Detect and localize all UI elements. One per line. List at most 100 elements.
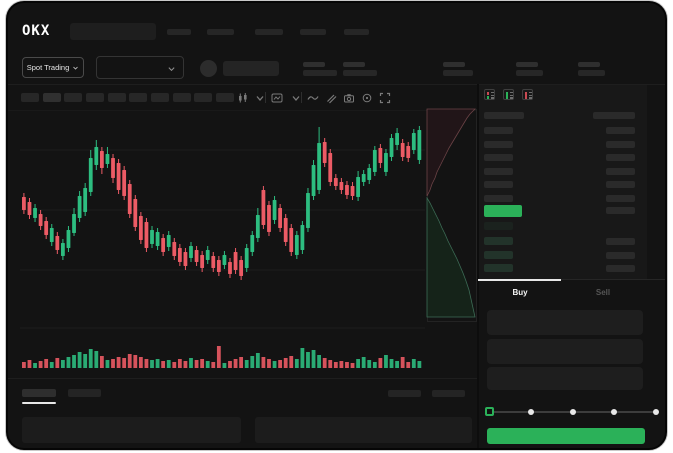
bottom-panel-box[interactable] bbox=[22, 417, 241, 443]
volume-bar bbox=[49, 362, 54, 368]
camera-icon[interactable] bbox=[343, 91, 355, 103]
chevron-down-icon bbox=[73, 66, 79, 70]
ask-size-bar[interactable] bbox=[606, 206, 635, 214]
candlestick-type-icon[interactable] bbox=[237, 91, 249, 103]
asks-book-icon[interactable] bbox=[522, 89, 533, 100]
candle-body bbox=[55, 236, 60, 250]
ask-size-bar[interactable] bbox=[606, 154, 635, 161]
candle-body bbox=[378, 148, 383, 163]
timeframe-button[interactable] bbox=[108, 93, 126, 102]
timeframe-button[interactable] bbox=[151, 93, 169, 102]
draw-tool-icon[interactable] bbox=[325, 91, 337, 104]
ask-size-bar[interactable] bbox=[606, 194, 635, 202]
bid-size-bar[interactable] bbox=[606, 251, 635, 259]
search-box[interactable] bbox=[70, 23, 156, 40]
chevron-down-icon[interactable] bbox=[290, 91, 302, 103]
nav-item[interactable] bbox=[344, 29, 369, 35]
ask-price-bar[interactable] bbox=[484, 167, 513, 175]
bottom-tab[interactable] bbox=[68, 389, 101, 397]
orderbook-column-header bbox=[593, 112, 635, 119]
order-form-field[interactable] bbox=[487, 339, 643, 364]
settings-icon[interactable] bbox=[361, 91, 373, 103]
pair-selector-dropdown[interactable] bbox=[96, 56, 184, 79]
timeframe-button[interactable] bbox=[21, 93, 39, 102]
timeframe-button[interactable] bbox=[43, 93, 61, 102]
slider-stop[interactable] bbox=[527, 408, 534, 415]
market-type-selector[interactable]: Spot Trading bbox=[22, 57, 84, 78]
stat-label bbox=[343, 62, 365, 67]
candle-body bbox=[239, 260, 244, 276]
candle-body bbox=[211, 256, 216, 268]
market-type-label: Spot Trading bbox=[26, 63, 70, 72]
tab-sell[interactable]: Sell bbox=[595, 288, 611, 297]
timeframe-button[interactable] bbox=[86, 93, 104, 102]
bid-price-bar[interactable] bbox=[484, 264, 513, 272]
candle-body bbox=[406, 146, 411, 158]
volume-bar bbox=[417, 361, 422, 368]
bottom-panel-box[interactable] bbox=[255, 417, 472, 443]
orderbook-scroll-gutter[interactable] bbox=[647, 85, 665, 279]
ask-price-bar[interactable] bbox=[484, 127, 513, 134]
candle-body bbox=[400, 143, 405, 157]
timeframe-button[interactable] bbox=[194, 93, 212, 102]
candle-body bbox=[328, 153, 333, 182]
ask-price-bar[interactable] bbox=[484, 194, 513, 202]
ask-size-bar[interactable] bbox=[606, 181, 635, 188]
ask-price-bar[interactable] bbox=[484, 140, 513, 148]
candle-body bbox=[88, 158, 93, 192]
order-form-field[interactable] bbox=[487, 310, 643, 335]
active-tab-underline bbox=[22, 402, 56, 404]
bid-price-bar[interactable] bbox=[484, 237, 513, 245]
candle-body bbox=[250, 235, 255, 252]
ask-size-bar[interactable] bbox=[606, 140, 635, 148]
bottom-panel-control[interactable] bbox=[388, 390, 421, 397]
volume-bar bbox=[350, 363, 355, 368]
price-chart[interactable] bbox=[6, 1, 667, 450]
bid-price-bar[interactable] bbox=[484, 222, 513, 230]
bottom-panel-control[interactable] bbox=[432, 390, 465, 397]
fullscreen-icon[interactable] bbox=[379, 91, 391, 104]
timeframe-button[interactable] bbox=[216, 93, 234, 102]
timeframe-button[interactable] bbox=[173, 93, 191, 102]
bottom-tab[interactable] bbox=[22, 389, 56, 397]
bid-price-bar[interactable] bbox=[484, 250, 513, 259]
volume-bar bbox=[400, 357, 405, 368]
stat-label bbox=[303, 62, 325, 67]
okx-logo[interactable]: OKX bbox=[22, 23, 51, 39]
bids-book-icon[interactable] bbox=[503, 89, 514, 100]
timeframe-button[interactable] bbox=[64, 93, 82, 102]
ask-size-bar[interactable] bbox=[606, 167, 635, 175]
combined-book-icon[interactable] bbox=[484, 89, 495, 100]
submit-order-button[interactable] bbox=[487, 428, 645, 444]
nav-item[interactable] bbox=[300, 29, 326, 35]
coin-icon bbox=[200, 60, 217, 77]
timeframe-button[interactable] bbox=[129, 93, 147, 102]
volume-bar bbox=[194, 360, 199, 368]
nav-item[interactable] bbox=[207, 29, 234, 35]
ask-price-bar[interactable] bbox=[484, 181, 513, 188]
candle-body bbox=[289, 228, 294, 252]
indicators-icon[interactable] bbox=[271, 91, 283, 103]
bid-size-bar[interactable] bbox=[606, 238, 635, 245]
slider-stop[interactable] bbox=[611, 408, 618, 415]
chevron-down-icon[interactable] bbox=[254, 91, 266, 103]
slider-stop[interactable] bbox=[569, 408, 576, 415]
ask-size-bar[interactable] bbox=[606, 127, 635, 134]
slider-stop[interactable] bbox=[653, 408, 659, 415]
candle-body bbox=[361, 174, 366, 182]
tab-buy[interactable]: Buy bbox=[512, 288, 528, 297]
nav-item[interactable] bbox=[167, 29, 191, 35]
candle-body bbox=[306, 193, 310, 228]
ask-price-bar[interactable] bbox=[484, 154, 513, 161]
candle-body bbox=[205, 250, 210, 260]
toolbar-divider bbox=[301, 92, 302, 103]
order-form-field[interactable] bbox=[487, 367, 643, 390]
candle-body bbox=[105, 154, 110, 164]
slider-handle[interactable] bbox=[484, 407, 494, 416]
nav-item[interactable] bbox=[255, 29, 283, 35]
line-tool-icon[interactable] bbox=[307, 91, 319, 103]
bid-size-bar[interactable] bbox=[606, 265, 635, 272]
volume-bar bbox=[138, 357, 143, 368]
volume-bar bbox=[228, 361, 232, 368]
candle-body bbox=[99, 151, 104, 168]
